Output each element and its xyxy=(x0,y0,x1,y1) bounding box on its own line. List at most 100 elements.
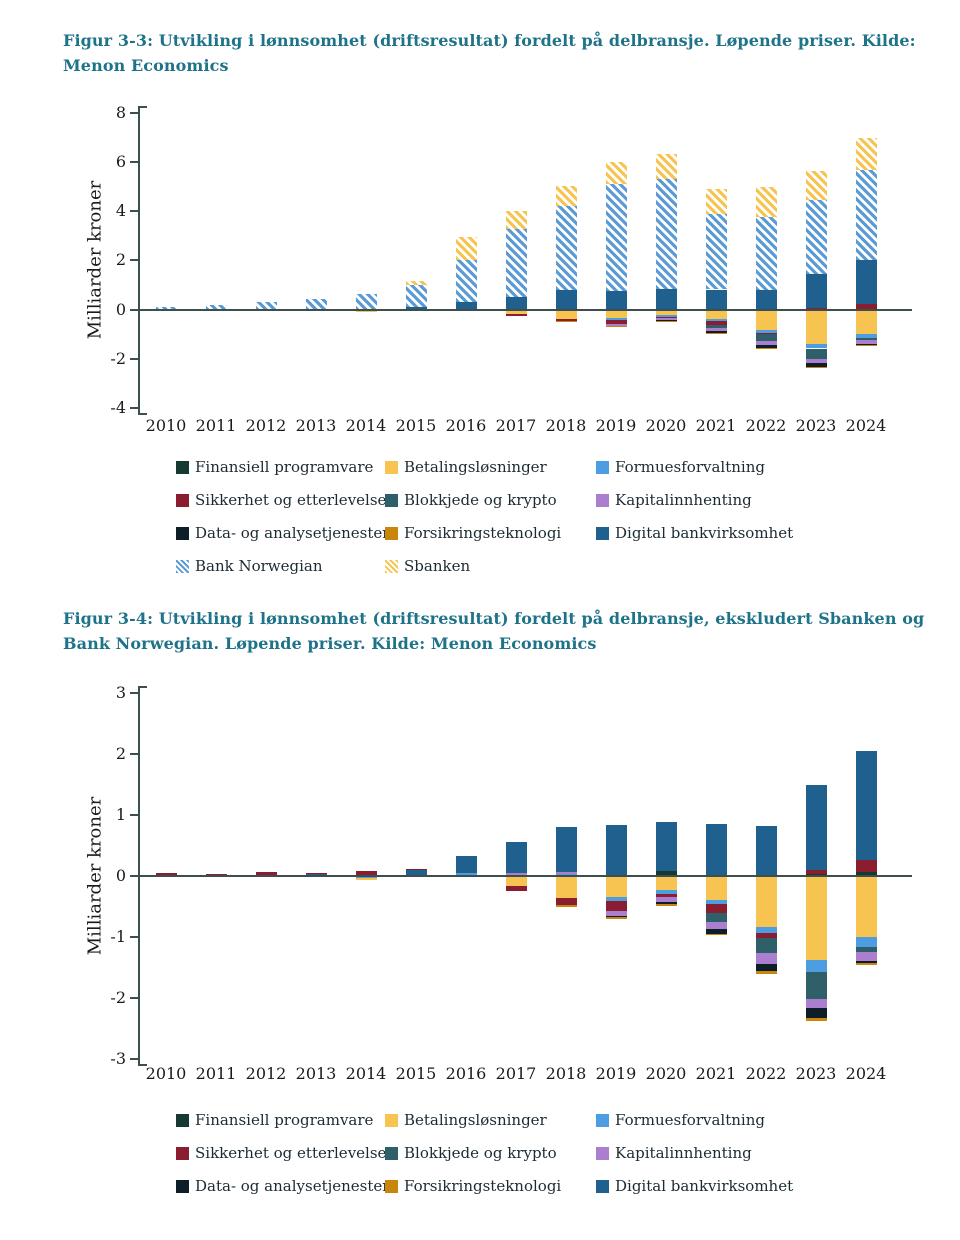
legend-item: Blokkjede og krypto xyxy=(385,490,557,510)
legend-item: Finansiell programvare xyxy=(176,1110,373,1130)
bar-segment xyxy=(705,913,727,922)
bar-segment xyxy=(805,972,827,1000)
bar-segment xyxy=(705,823,727,876)
bar-segment xyxy=(605,917,627,920)
bar-segment xyxy=(405,281,427,286)
x-tick-label: 2024 xyxy=(845,416,887,435)
bar-segment xyxy=(855,946,877,952)
bar-segment xyxy=(555,206,577,291)
bar-segment xyxy=(655,904,677,906)
legend-item: Sikkerhet og etterlevelse xyxy=(176,1143,386,1163)
x-tick-label: 2014 xyxy=(345,1064,387,1083)
bar-segment xyxy=(555,290,577,310)
x-tick-label: 2020 xyxy=(645,416,687,435)
legend-item: Betalingsløsninger xyxy=(385,1110,547,1130)
y-tick-label: 6 xyxy=(115,152,126,172)
bar-segment xyxy=(655,288,677,310)
bar-segment xyxy=(405,868,427,870)
x-tick-label: 2012 xyxy=(245,1064,287,1083)
bar-segment xyxy=(705,929,727,934)
bar-segment xyxy=(555,905,577,908)
bar-segment xyxy=(755,332,777,335)
y-tick-label: 4 xyxy=(115,201,126,221)
y-tick xyxy=(130,875,138,877)
x-tick-label: 2016 xyxy=(445,416,487,435)
x-tick-label: 2015 xyxy=(395,1064,437,1083)
y-axis-top-cap xyxy=(140,106,147,108)
y-tick-label: -1 xyxy=(110,927,126,946)
y-tick xyxy=(130,357,138,360)
legend-item: Data- og analysetjenester xyxy=(176,1176,389,1196)
bar-segment xyxy=(155,307,177,310)
bar-segment xyxy=(255,872,277,875)
y-tick xyxy=(130,112,138,114)
legend-swatch xyxy=(385,526,398,540)
bar-segment xyxy=(355,310,377,312)
legend-item: Bank Norwegian xyxy=(176,556,323,576)
legend-label: Finansiell programvare xyxy=(195,1111,374,1129)
bar-segment xyxy=(855,937,877,947)
legend-swatch xyxy=(176,1113,189,1127)
bar-segment xyxy=(305,872,327,875)
bar-segment xyxy=(855,309,877,335)
legend-label: Digital bankvirksomhet xyxy=(615,1177,794,1195)
y-tick-label: 1 xyxy=(115,805,126,824)
bar-segment xyxy=(255,302,277,310)
bar-segment xyxy=(655,890,677,895)
x-tick-label: 2018 xyxy=(545,416,587,435)
x-tick-label: 2017 xyxy=(495,416,537,435)
bar-segment xyxy=(455,236,477,260)
bar-segment xyxy=(705,319,727,321)
y-tick xyxy=(130,161,138,164)
bar-segment xyxy=(455,302,477,310)
x-tick-label: 2023 xyxy=(795,416,837,435)
x-tick-label: 2010 xyxy=(145,1064,187,1083)
bar-segment xyxy=(605,901,627,911)
bar-segment xyxy=(755,289,777,310)
legend-swatch xyxy=(176,493,189,507)
y-tick-label: 2 xyxy=(115,744,126,763)
x-tick-label: 2018 xyxy=(545,1064,587,1083)
bar-segment xyxy=(755,348,777,349)
bar-segment xyxy=(655,894,677,898)
bar-segment xyxy=(805,1008,827,1019)
bar-segment xyxy=(655,876,677,891)
legend-swatch xyxy=(176,526,189,540)
bar-segment xyxy=(755,952,777,965)
x-tick-label: 2012 xyxy=(245,416,287,435)
y-tick xyxy=(130,753,138,755)
bar-segment xyxy=(855,963,877,966)
x-tick-label: 2023 xyxy=(795,1064,837,1083)
bar-segment xyxy=(705,189,727,214)
legend-swatch xyxy=(176,559,189,573)
bar-segment xyxy=(555,321,577,323)
bar-segment xyxy=(855,951,877,961)
bar-segment xyxy=(605,825,627,876)
bar-segment xyxy=(605,897,627,901)
legend-swatch xyxy=(596,526,609,540)
bar-segment xyxy=(505,210,527,229)
x-tick-label: 2011 xyxy=(195,1064,237,1083)
bar-segment xyxy=(805,348,827,360)
bar-segment xyxy=(805,1018,827,1022)
legend-item: Formuesforvaltning xyxy=(596,1110,765,1130)
bar-segment xyxy=(755,876,777,927)
bar-segment xyxy=(505,296,527,310)
bar-segment xyxy=(205,873,227,876)
bar-segment xyxy=(705,309,727,320)
bar-segment xyxy=(855,340,877,344)
legend-item: Digital bankvirksomhet xyxy=(596,523,793,543)
bar-segment xyxy=(855,137,877,170)
legend-item: Sbanken xyxy=(385,556,470,576)
bar-segment xyxy=(305,298,327,310)
y-tick-label: 2 xyxy=(115,250,126,270)
x-tick-label: 2024 xyxy=(845,1064,887,1083)
bar-segment xyxy=(705,324,727,329)
bar-segment xyxy=(855,334,877,339)
y-tick-label: -3 xyxy=(110,1049,126,1068)
legend-label: Formuesforvaltning xyxy=(615,1111,765,1129)
bar-segment xyxy=(555,309,577,319)
legend-label: Sikkerhet og etterlevelse xyxy=(195,1144,387,1162)
bar-segment xyxy=(705,921,727,930)
bar-segment xyxy=(805,960,827,973)
